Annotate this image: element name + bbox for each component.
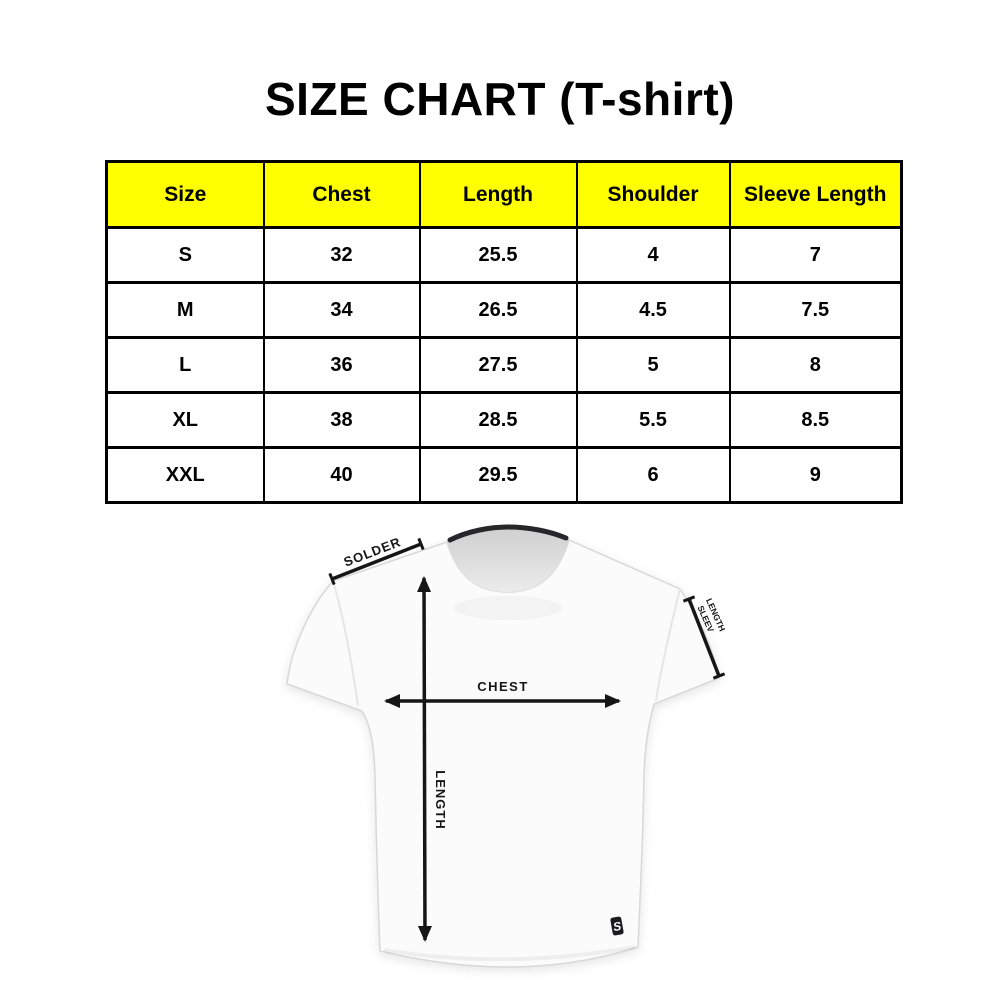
table-cell: 26.5 <box>418 281 578 339</box>
neck-opening <box>447 527 569 592</box>
length-arrow <box>417 576 432 942</box>
table-cell: 8.5 <box>728 391 903 449</box>
table-cell: 34 <box>262 281 421 339</box>
table-row: S 32 25.5 4 7 <box>105 226 903 284</box>
table-cell: 28.5 <box>418 391 578 449</box>
table-cell: 5 <box>575 336 731 394</box>
table-cell: 5.5 <box>575 391 731 449</box>
header-row: Size Chest Length Shoulder Sleeve Length <box>105 160 903 229</box>
left-sleeve-seam <box>332 580 359 707</box>
table-row: XL 38 28.5 5.5 8.5 <box>105 391 903 449</box>
under-collar-shading <box>453 596 563 620</box>
shoulder-measure-line <box>328 537 425 586</box>
table-row: XXL 40 29.5 6 9 <box>105 446 903 504</box>
table-cell: 25.5 <box>418 226 578 284</box>
collar-trim <box>447 524 569 543</box>
column-header-sleeve-length: Sleeve Length <box>728 160 903 229</box>
sleeve-measure-line <box>682 595 726 680</box>
table-cell: 36 <box>262 336 421 394</box>
table-cell: 4.5 <box>575 281 731 339</box>
table-cell: M <box>105 281 265 339</box>
table-cell: 40 <box>262 446 421 504</box>
table-row: M 34 26.5 4.5 7.5 <box>105 281 903 339</box>
table-cell: XXL <box>105 446 265 504</box>
column-header-shoulder: Shoulder <box>575 160 731 229</box>
table-cell: 4 <box>575 226 731 284</box>
chest-label: CHEST <box>477 679 529 694</box>
length-label: LENGTH <box>433 770 448 829</box>
table-cell: 6 <box>575 446 731 504</box>
table-cell: 9 <box>728 446 903 504</box>
page-title: SIZE CHART (T-shirt) <box>265 73 735 125</box>
size-chart-table: Size Chest Length Shoulder Sleeve Length… <box>105 160 903 504</box>
right-sleeve-seam <box>655 588 681 702</box>
table-cell: 29.5 <box>418 446 578 504</box>
table-cell: 27.5 <box>418 336 578 394</box>
table-cell: 7.5 <box>728 281 903 339</box>
table-cell: 38 <box>262 391 421 449</box>
brand-logo: S <box>610 916 624 936</box>
column-header-chest: Chest <box>262 160 421 229</box>
column-header-size: Size <box>105 160 265 229</box>
table-cell: 32 <box>262 226 421 284</box>
tshirt-measurement-diagram: SOLDER LENGTH CHEST SLEEV LENGTH S <box>286 524 727 968</box>
table-cell: S <box>105 226 265 284</box>
hem-shading <box>383 945 636 962</box>
table-cell: L <box>105 336 265 394</box>
table-cell: 7 <box>728 226 903 284</box>
logo-glyph: S <box>612 919 622 934</box>
column-header-length: Length <box>418 160 578 229</box>
table-cell: XL <box>105 391 265 449</box>
table-cell: 8 <box>728 336 903 394</box>
table-row: L 36 27.5 5 8 <box>105 336 903 394</box>
